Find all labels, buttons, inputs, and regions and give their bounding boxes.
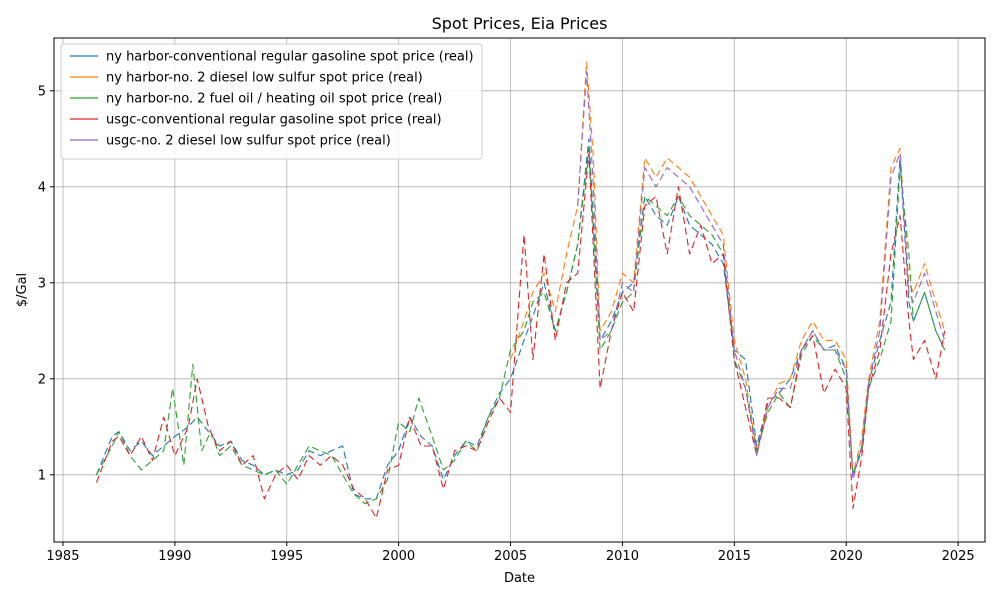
series-line-4 — [95, 152, 946, 519]
x-tick-label: 1990 — [158, 549, 191, 564]
legend-label: ny harbor-no. 2 diesel low sulfur spot p… — [106, 71, 423, 86]
x-tick-label: 2015 — [718, 549, 751, 564]
y-tick-label: 2 — [38, 372, 46, 387]
y-tick-label: 3 — [38, 276, 46, 291]
x-axis-ticks: 1985 1990 1995 2000 2005 2010 2015 2020 2025 — [46, 542, 975, 564]
legend-box — [60, 43, 483, 160]
legend: ny harbor-conventional regular gasoline … — [60, 43, 483, 160]
series-line-2 — [509, 61, 946, 476]
y-axis-title: $/Gal — [15, 273, 30, 307]
series-lines — [95, 61, 946, 519]
y-tick-label: 1 — [38, 468, 46, 483]
y-axis-ticks: 1 2 3 4 5 — [38, 84, 54, 483]
y-tick-label: 4 — [38, 180, 46, 195]
x-tick-label: 2005 — [494, 549, 527, 564]
plot-area-frame — [53, 37, 986, 543]
x-tick-label: 1985 — [46, 549, 79, 564]
x-tick-label: 1995 — [270, 549, 303, 564]
x-tick-label: 2020 — [830, 549, 863, 564]
x-tick-label: 2000 — [382, 549, 415, 564]
legend-label: usgc-conventional regular gasoline spot … — [106, 113, 442, 128]
x-tick-label: 2010 — [606, 549, 639, 564]
legend-label: usgc-no. 2 diesel low sulfur spot price … — [106, 134, 391, 149]
y-tick-label: 5 — [38, 84, 46, 99]
x-tick-label: 2025 — [942, 549, 975, 564]
series-line-5 — [577, 71, 946, 481]
chart-title: Spot Prices, Eia Prices — [432, 14, 608, 33]
series-line-3 — [96, 147, 946, 505]
legend-label: ny harbor-no. 2 fuel oil / heating oil s… — [106, 92, 442, 107]
legend-label: ny harbor-conventional regular gasoline … — [106, 50, 474, 65]
x-axis-title: Date — [504, 571, 535, 586]
